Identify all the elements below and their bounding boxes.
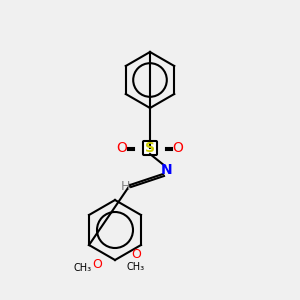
- Text: O: O: [92, 259, 102, 272]
- Text: CH₃: CH₃: [127, 262, 145, 272]
- Text: H: H: [120, 181, 130, 194]
- Text: O: O: [131, 248, 141, 262]
- Text: O: O: [117, 141, 128, 155]
- Text: S: S: [145, 141, 155, 155]
- Text: CH₃: CH₃: [74, 263, 92, 273]
- FancyBboxPatch shape: [143, 141, 157, 155]
- Text: N: N: [161, 163, 173, 177]
- Text: O: O: [172, 141, 183, 155]
